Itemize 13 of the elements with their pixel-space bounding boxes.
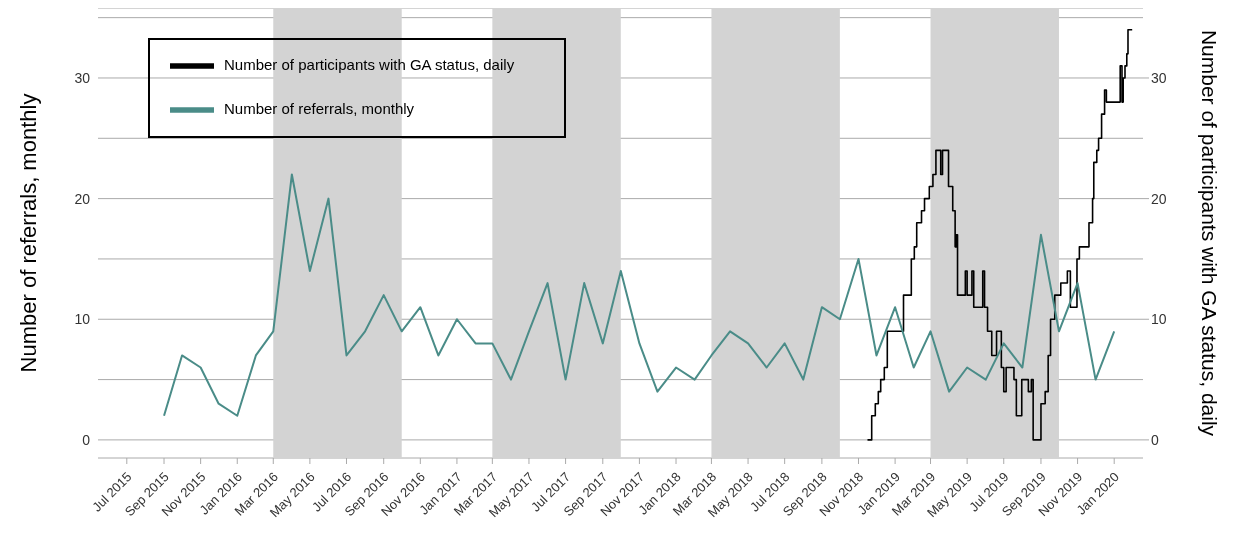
y-axis-title: Number of referrals, monthly: [15, 93, 41, 373]
legend-label: Number of participants with GA status, daily: [224, 56, 515, 74]
y2-tick-label: 30: [1151, 69, 1167, 86]
y2-axis-title: Number of participants with GA status, daily: [1197, 29, 1221, 437]
y-tick-label: 20: [74, 190, 91, 207]
y-tick-label: 0: [82, 431, 91, 448]
line-series: [163, 173, 1116, 417]
y-tick-label: 30: [74, 69, 91, 86]
y2-tick-label: 10: [1151, 311, 1167, 328]
y2-tick-label: 0: [1151, 431, 1159, 448]
y2-tick-label: 20: [1151, 190, 1167, 207]
y-tick-label: 10: [74, 311, 91, 328]
legend-label: Number of referrals, monthly: [224, 100, 415, 118]
